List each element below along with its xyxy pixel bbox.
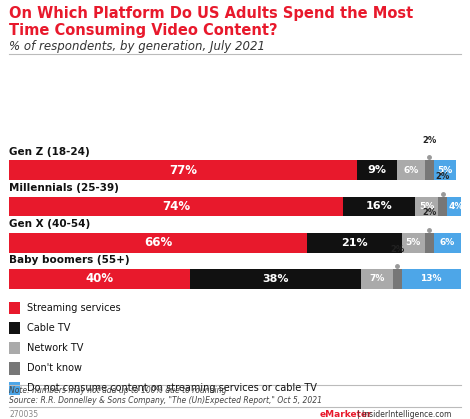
Text: Cable TV: Cable TV	[27, 323, 70, 333]
Bar	[424, 233, 433, 253]
Text: 2%: 2%	[435, 172, 450, 181]
Bar	[357, 160, 398, 180]
Text: 6%: 6%	[439, 238, 454, 247]
Text: 40%: 40%	[86, 272, 114, 285]
Text: Note: numbers may not add up to 100% due to rounding: Note: numbers may not add up to 100% due…	[9, 386, 227, 395]
Bar	[307, 233, 402, 253]
Text: | InsiderIntelligence.com: | InsiderIntelligence.com	[357, 410, 452, 419]
Text: Don't know: Don't know	[27, 363, 82, 373]
Text: 16%: 16%	[366, 202, 393, 212]
Text: 13%: 13%	[421, 274, 442, 283]
Text: Gen Z (18-24): Gen Z (18-24)	[9, 147, 90, 157]
Bar	[361, 269, 393, 289]
Text: Gen X (40-54): Gen X (40-54)	[9, 219, 91, 229]
Text: 74%: 74%	[162, 200, 190, 213]
Bar	[393, 269, 402, 289]
Text: Source: R.R. Donnelley & Sons Company, "The (Un)Expected Report," Oct 5, 2021: Source: R.R. Donnelley & Sons Company, "…	[9, 396, 322, 405]
Text: Baby boomers (55+): Baby boomers (55+)	[9, 255, 130, 265]
Text: 21%: 21%	[341, 238, 368, 248]
Bar	[9, 197, 343, 216]
Bar	[402, 269, 461, 289]
Text: 4%: 4%	[448, 202, 464, 211]
Text: Streaming services: Streaming services	[27, 303, 120, 313]
Text: Network TV: Network TV	[27, 343, 83, 353]
Text: On Which Platform Do US Adults Spend the Most: On Which Platform Do US Adults Spend the…	[9, 6, 414, 21]
Text: Time Consuming Video Content?: Time Consuming Video Content?	[9, 23, 278, 38]
Text: 5%: 5%	[419, 202, 434, 211]
Text: 66%: 66%	[144, 236, 172, 249]
Text: 77%: 77%	[169, 164, 197, 177]
Bar	[415, 197, 438, 216]
Text: 2%: 2%	[422, 136, 436, 145]
Text: 2%: 2%	[390, 245, 405, 253]
Bar	[402, 233, 424, 253]
Text: Millennials (25-39): Millennials (25-39)	[9, 183, 119, 193]
Text: Do not consume content on streaming services or cable TV: Do not consume content on streaming serv…	[27, 383, 317, 393]
Text: 9%: 9%	[368, 165, 387, 175]
Bar	[424, 160, 433, 180]
Text: 5%: 5%	[406, 238, 421, 247]
Bar	[190, 269, 361, 289]
Text: 7%: 7%	[369, 274, 385, 283]
Text: 5%: 5%	[437, 166, 453, 175]
Text: 2%: 2%	[422, 209, 436, 217]
Text: 38%: 38%	[262, 274, 289, 284]
Text: 270035: 270035	[9, 410, 39, 419]
Bar	[447, 197, 465, 216]
Bar	[343, 197, 415, 216]
Text: 6%: 6%	[403, 166, 419, 175]
Bar	[433, 160, 456, 180]
Bar	[9, 269, 190, 289]
Bar	[438, 197, 447, 216]
Bar	[9, 233, 307, 253]
Bar	[9, 160, 357, 180]
Bar	[433, 233, 461, 253]
Text: eMarketer: eMarketer	[320, 410, 372, 419]
Text: % of respondents, by generation, July 2021: % of respondents, by generation, July 20…	[9, 40, 266, 53]
Bar	[398, 160, 424, 180]
